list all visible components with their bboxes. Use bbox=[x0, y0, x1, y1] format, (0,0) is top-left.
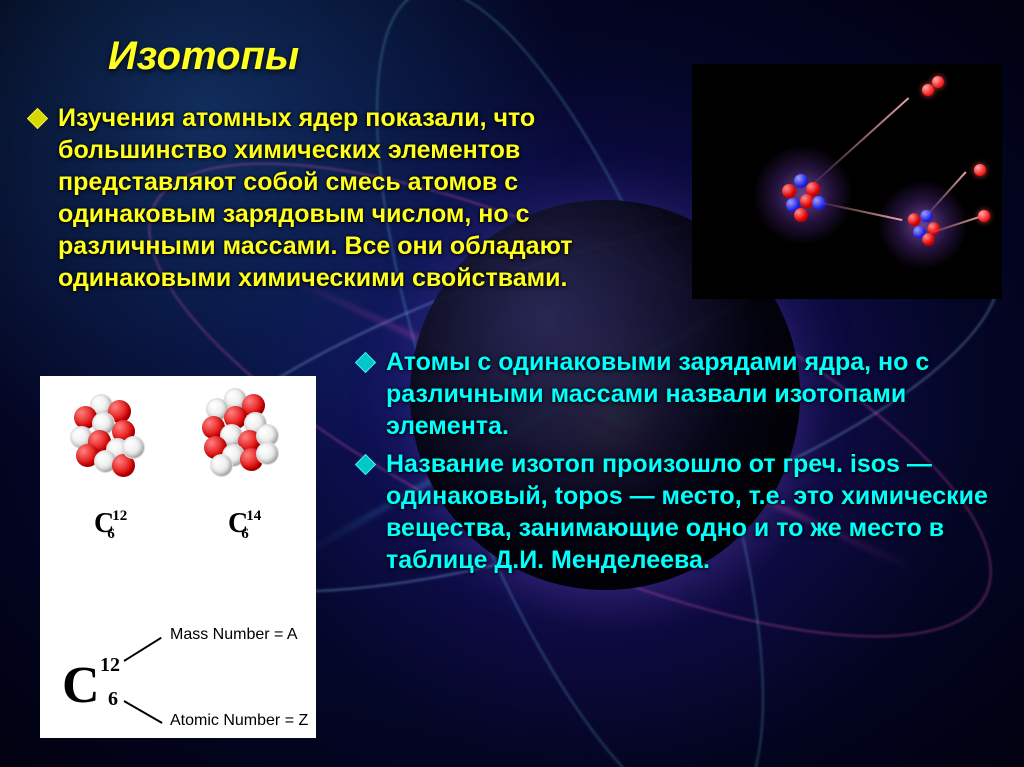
atomic-number-label: Atomic Number = Z bbox=[170, 712, 308, 730]
bullet-diamond-icon bbox=[28, 109, 46, 127]
bullet-item: Название изотоп произошло от греч. isos … bbox=[356, 448, 996, 576]
particle-icon bbox=[932, 76, 944, 88]
slide-title: Изотопы bbox=[108, 34, 299, 79]
mass-number: 14 bbox=[246, 508, 261, 524]
bullet-diamond-icon bbox=[356, 353, 374, 371]
atomic-number: 6 bbox=[241, 526, 249, 542]
mass-number-label: Mass Number = A bbox=[170, 626, 298, 644]
nuclear-reaction-image bbox=[692, 64, 1002, 299]
isotope-label-c12: C126 bbox=[94, 508, 137, 540]
atomic-number: 6 bbox=[107, 526, 115, 542]
bullet-text: Атомы с одинаковыми зарядами ядра, но с … bbox=[386, 346, 996, 442]
bullet-text: Изучения атомных ядер показали, что боль… bbox=[58, 102, 573, 294]
bullet-block-2: Атомы с одинаковыми зарядами ядра, но с … bbox=[356, 346, 996, 582]
title-text: Изотопы bbox=[108, 34, 299, 78]
particle-icon bbox=[922, 84, 934, 96]
annotation-line bbox=[124, 700, 163, 724]
isotope-diagram-panel: C126 C146 C 12 6 Mass Number = A Atomic … bbox=[40, 376, 316, 738]
bullet-item: Атомы с одинаковыми зарядами ядра, но с … bbox=[356, 346, 996, 442]
bullet-item: Изучения атомных ядер показали, что боль… bbox=[28, 102, 573, 294]
nucleus-cluster bbox=[895, 197, 951, 253]
isotope-c12-cluster bbox=[62, 392, 166, 496]
isotope-label-c14: C146 bbox=[228, 508, 271, 540]
bullet-block-1: Изучения атомных ядер показали, что боль… bbox=[28, 102, 573, 300]
mass-superscript: 12 bbox=[100, 654, 120, 677]
mass-number: 12 bbox=[112, 508, 127, 524]
particle-icon bbox=[978, 210, 990, 222]
element-symbol-large: C bbox=[62, 656, 100, 715]
isotope-c14-cluster bbox=[192, 388, 304, 500]
particle-icon bbox=[974, 164, 986, 176]
z-subscript: 6 bbox=[108, 688, 118, 711]
bullet-text: Название изотоп произошло от греч. isos … bbox=[386, 448, 996, 576]
nucleus-cluster bbox=[772, 164, 834, 226]
bullet-diamond-icon bbox=[356, 455, 374, 473]
annotation-line bbox=[123, 637, 161, 662]
